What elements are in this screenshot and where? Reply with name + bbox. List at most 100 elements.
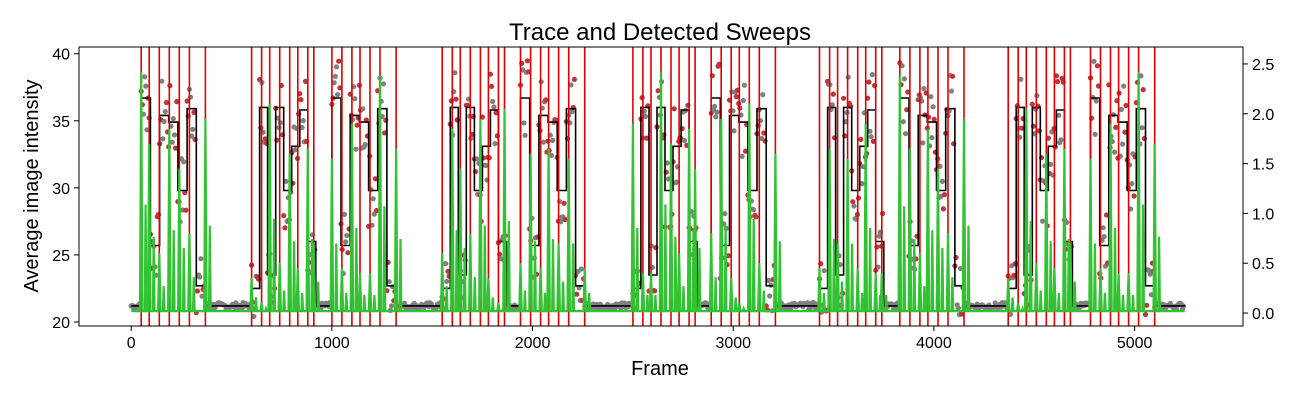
y2-tick-label: 1.5 — [1252, 157, 1274, 174]
raw-point — [333, 64, 340, 70]
y-tick-label: 30 — [52, 181, 70, 198]
raw-point — [292, 147, 298, 153]
raw-point — [543, 97, 549, 103]
raw-point — [198, 256, 204, 262]
raw-point — [903, 131, 909, 137]
x-axis-label: Frame — [631, 358, 689, 380]
raw-point — [948, 88, 955, 94]
raw-point — [1123, 102, 1129, 109]
raw-point — [1112, 149, 1118, 155]
raw-point — [930, 104, 936, 110]
raw-point — [639, 95, 645, 101]
raw-point — [866, 79, 872, 85]
raw-point — [751, 207, 757, 213]
raw-point — [372, 176, 378, 182]
raw-point — [1113, 124, 1119, 130]
raw-point — [920, 140, 926, 146]
raw-point — [931, 116, 937, 122]
raw-point — [671, 106, 677, 112]
x-tick-label: 0 — [127, 335, 136, 352]
raw-point — [829, 102, 835, 108]
raw-point — [830, 91, 836, 97]
raw-point — [453, 96, 459, 102]
raw-point — [1091, 58, 1097, 64]
raw-point — [850, 199, 856, 205]
raw-point — [302, 78, 309, 84]
raw-point — [1131, 193, 1137, 199]
raw-point — [578, 266, 584, 272]
raw-point — [490, 98, 496, 105]
raw-point — [904, 107, 910, 113]
raw-point — [929, 135, 935, 141]
y-tick-label: 20 — [52, 315, 70, 332]
raw-point — [621, 300, 628, 306]
raw-point — [452, 70, 458, 76]
raw-point — [841, 95, 847, 101]
y2-tick-label: 1.0 — [1252, 206, 1274, 223]
raw-point — [174, 99, 180, 105]
raw-point — [1147, 271, 1153, 277]
raw-point — [444, 278, 450, 284]
raw-point — [767, 293, 773, 299]
x-tick-label: 1000 — [314, 335, 350, 352]
raw-point — [144, 127, 150, 133]
raw-point — [493, 110, 499, 116]
raw-point — [1048, 161, 1054, 167]
raw-point — [162, 109, 168, 115]
raw-point — [900, 119, 906, 125]
raw-point — [941, 192, 948, 198]
raw-point — [332, 73, 338, 79]
raw-point — [163, 99, 169, 106]
raw-point — [652, 288, 658, 294]
raw-point — [761, 130, 767, 136]
raw-point — [169, 139, 175, 145]
raw-point — [739, 153, 745, 159]
raw-point — [722, 211, 728, 217]
raw-point — [955, 305, 961, 311]
raw-point — [388, 303, 395, 309]
plot-frame — [78, 46, 1244, 327]
raw-point — [522, 132, 528, 138]
raw-point — [642, 113, 649, 119]
raw-point — [298, 97, 304, 103]
raw-point — [491, 104, 497, 110]
y2-tick-label: 0.0 — [1252, 306, 1274, 323]
raw-point — [741, 82, 748, 88]
plot-area — [128, 47, 1187, 326]
raw-point — [281, 213, 287, 219]
raw-point — [558, 219, 564, 225]
raw-point — [568, 82, 574, 88]
raw-point — [445, 268, 451, 274]
raw-point — [486, 155, 492, 161]
raw-point — [1142, 311, 1149, 318]
raw-point — [1122, 129, 1128, 135]
raw-point — [353, 146, 359, 152]
x-tick-label: 3000 — [715, 335, 751, 352]
raw-point — [939, 178, 945, 184]
chart-title: Trace and Detected Sweeps — [509, 19, 811, 46]
y-axis-label: Average image intensity — [21, 79, 43, 292]
raw-point — [1120, 141, 1126, 147]
raw-point — [869, 72, 875, 78]
raw-point — [360, 106, 366, 112]
raw-point — [143, 83, 149, 89]
raw-point — [731, 128, 737, 134]
x-tick-label: 2000 — [515, 335, 551, 352]
y2-tick-label: 0.5 — [1252, 256, 1274, 273]
raw-point — [521, 120, 527, 126]
raw-point — [760, 92, 766, 98]
raw-point — [489, 83, 495, 89]
raw-point — [341, 211, 348, 217]
raw-point — [336, 58, 342, 64]
raw-point — [655, 88, 661, 94]
y2-tick-label: 2.5 — [1252, 57, 1274, 74]
raw-point — [1018, 76, 1024, 82]
raw-point — [362, 142, 368, 148]
raw-point — [344, 232, 350, 239]
raw-point — [299, 124, 305, 131]
y-tick-label: 40 — [52, 47, 70, 64]
raw-point — [345, 250, 351, 256]
raw-point — [940, 206, 947, 212]
raw-point — [1144, 302, 1150, 308]
